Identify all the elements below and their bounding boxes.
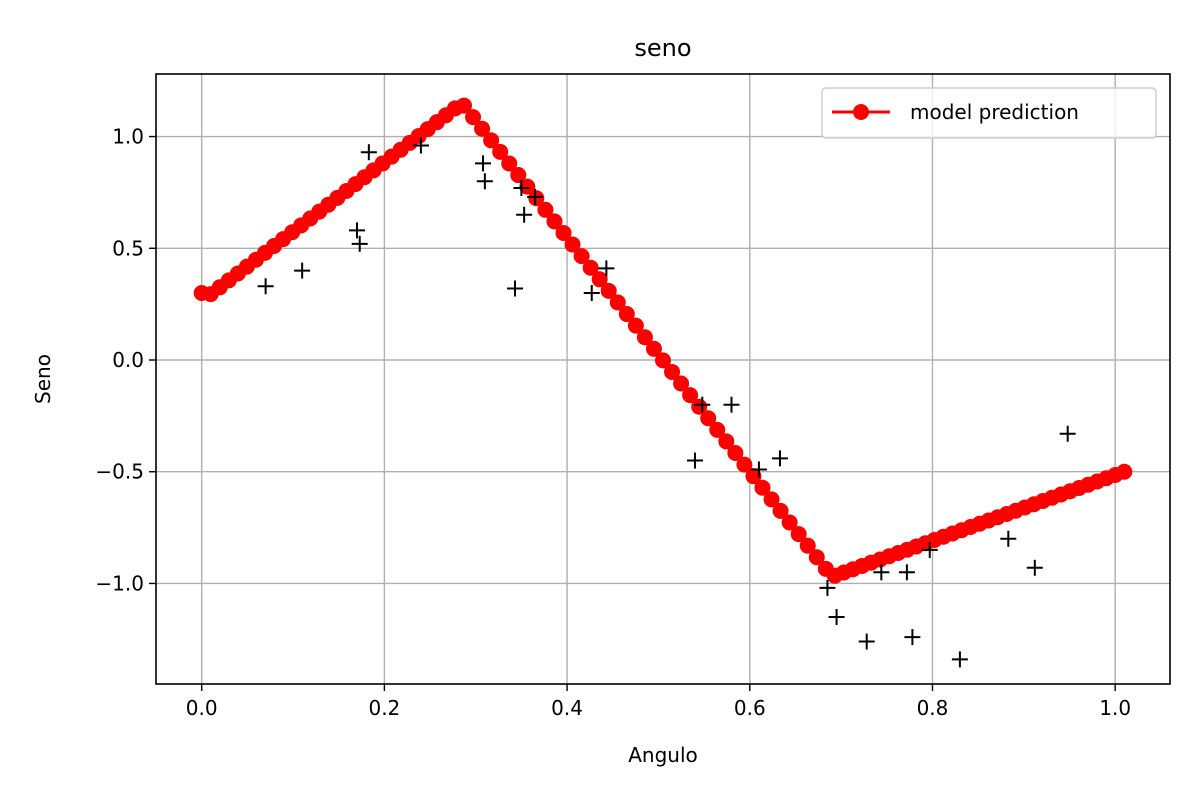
observation-point — [1000, 530, 1017, 547]
observation-point — [686, 452, 703, 469]
x-tick-label: 0.2 — [368, 696, 400, 720]
prediction-point — [483, 132, 500, 149]
y-tick-label: −1.0 — [95, 571, 144, 595]
prediction-point — [700, 410, 717, 427]
observation-point — [951, 651, 968, 668]
prediction-point — [664, 363, 681, 380]
prediction-point — [573, 248, 590, 265]
observation-point — [513, 179, 530, 196]
y-tick-label: −0.5 — [95, 460, 144, 484]
prediction-point — [736, 456, 753, 473]
observation-point — [412, 137, 429, 154]
x-tick-label: 0.4 — [551, 696, 583, 720]
legend-circle-icon — [853, 104, 869, 120]
observation-point — [527, 188, 544, 205]
prediction-point — [510, 167, 527, 184]
observation-point — [1026, 559, 1043, 576]
observation-point — [873, 564, 890, 581]
prediction-point — [709, 421, 726, 438]
observation-point — [750, 461, 767, 478]
prediction-point — [754, 479, 771, 496]
x-tick-label: 0.0 — [186, 696, 218, 720]
observation-point — [858, 633, 875, 650]
observation-point — [516, 206, 533, 223]
prediction-point — [474, 120, 491, 137]
prediction-point — [772, 502, 789, 519]
observation-point — [898, 564, 915, 581]
observation-point — [921, 541, 938, 558]
prediction-point — [1116, 463, 1133, 480]
prediction-point — [465, 109, 482, 126]
y-axis-label: Seno — [31, 354, 55, 404]
prediction-markers — [193, 97, 1133, 584]
prediction-point — [455, 97, 472, 114]
x-tick-label: 0.8 — [917, 696, 949, 720]
prediction-point — [790, 526, 807, 543]
prediction-point — [609, 294, 626, 311]
observation-point — [475, 155, 492, 172]
prediction-point — [501, 155, 518, 172]
y-tick-label: 1.0 — [112, 125, 144, 149]
prediction-point — [519, 178, 536, 195]
prediction-point — [682, 387, 699, 404]
observation-point — [360, 144, 377, 161]
observation-point — [351, 235, 368, 252]
observation-point — [476, 173, 493, 190]
observation-point — [723, 396, 740, 413]
x-tick-label: 0.6 — [734, 696, 766, 720]
legend-box — [821, 87, 1157, 139]
observation-point — [598, 260, 615, 277]
prediction-point — [546, 213, 563, 230]
observation-point — [828, 608, 845, 625]
prediction-point — [492, 143, 509, 160]
prediction-point — [718, 433, 735, 450]
prediction-point — [537, 201, 554, 218]
prediction-point — [636, 329, 653, 346]
observation-point — [694, 396, 711, 413]
observation-point — [583, 284, 600, 301]
observation-markers — [257, 137, 1076, 668]
prediction-point — [763, 491, 780, 508]
prediction-point — [745, 468, 762, 485]
y-tick-label: 0.5 — [112, 236, 144, 260]
x-tick-label: 1.0 — [1099, 696, 1131, 720]
prediction-point — [600, 282, 617, 299]
prediction-point — [618, 306, 635, 323]
plot-frame — [155, 73, 1171, 685]
prediction-point — [808, 549, 825, 566]
prediction-point — [582, 259, 599, 276]
y-tick-label: 0.0 — [112, 348, 144, 372]
chart-title: seno — [634, 34, 691, 62]
y-axis-ticks: −1.0 −0.5 0.0 0.5 1.0 — [95, 125, 156, 595]
prediction-point — [655, 352, 671, 369]
observation-point — [294, 262, 311, 279]
observation-point — [257, 278, 274, 295]
prediction-point — [591, 271, 608, 288]
prediction-point — [555, 224, 572, 241]
prediction-point — [627, 317, 644, 334]
prediction-point — [645, 340, 662, 357]
prediction-point — [799, 537, 816, 554]
observation-point — [771, 450, 788, 467]
prediction-point — [528, 190, 545, 207]
legend-entry-model-prediction: model prediction — [910, 100, 1079, 124]
observation-point — [819, 579, 836, 596]
prediction-point — [564, 236, 581, 253]
observation-point — [507, 280, 524, 297]
observation-point — [1059, 425, 1076, 442]
x-axis-ticks: 0.0 0.2 0.4 0.6 0.8 1.0 — [186, 684, 1131, 720]
prediction-point — [727, 445, 744, 462]
observation-point — [348, 222, 365, 239]
prediction-point — [673, 375, 690, 392]
x-axis-label: Angulo — [628, 743, 698, 767]
prediction-point — [781, 514, 798, 531]
observation-point — [904, 629, 921, 646]
legend: model prediction — [821, 87, 1157, 139]
